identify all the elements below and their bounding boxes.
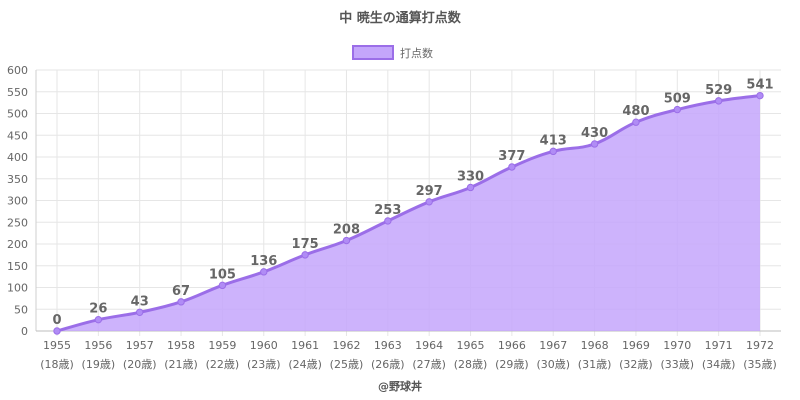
chart-title: 中 暁生の通算打点数 (339, 10, 462, 26)
y-tick-label: 150 (7, 260, 28, 273)
legend[interactable]: 打点数 (352, 45, 433, 60)
x-tick-sublabel: (26歳) (371, 358, 405, 371)
data-point[interactable] (384, 217, 392, 225)
x-tick-label: 1958 (167, 339, 195, 352)
x-tick-label: 1972 (746, 339, 774, 352)
data-label: 67 (172, 284, 190, 299)
x-tick-label: 1962 (332, 339, 360, 352)
x-tick-sublabel: (35歳) (743, 358, 777, 371)
x-tick-label: 1967 (539, 339, 567, 352)
y-tick-label: 100 (7, 282, 28, 295)
data-label: 541 (746, 78, 773, 93)
series-line (56, 94, 761, 333)
data-label: 297 (416, 184, 443, 199)
x-tick-label: 1965 (457, 339, 485, 352)
x-tick-label: 1956 (84, 339, 112, 352)
data-label: 330 (457, 169, 484, 184)
data-label: 413 (540, 133, 567, 148)
x-tick-sublabel: (29歳) (495, 358, 529, 371)
x-tick-sublabel: (19歳) (82, 358, 116, 371)
x-tick-label: 1964 (415, 339, 443, 352)
data-point[interactable] (756, 91, 764, 100)
x-tick-sublabel: (27歳) (412, 358, 446, 371)
y-tick-label: 550 (7, 86, 28, 99)
data-label: 509 (664, 92, 691, 107)
plot-area (53, 91, 764, 335)
data-label: 529 (705, 83, 732, 98)
data-point[interactable] (260, 268, 268, 276)
y-tick-label: 200 (7, 238, 28, 251)
x-tick-sublabel: (21歳) (164, 358, 198, 371)
data-label: 253 (374, 203, 401, 218)
y-tick-label: 0 (21, 325, 28, 338)
data-label: 480 (622, 104, 649, 119)
x-tick-sublabel: (34歳) (702, 358, 736, 371)
data-label: 136 (250, 254, 277, 269)
data-point[interactable] (53, 327, 61, 335)
data-label: 208 (333, 223, 360, 238)
x-tick-sublabel: (24歳) (288, 358, 322, 371)
data-point[interactable] (94, 315, 103, 324)
x-tick-label: 1955 (43, 339, 71, 352)
data-point[interactable] (425, 198, 433, 206)
data-point[interactable] (177, 298, 185, 306)
data-point[interactable] (342, 236, 351, 245)
x-tick-label: 1970 (663, 339, 691, 352)
x-tick-sublabel: (25歳) (330, 358, 364, 371)
x-tick-sublabel: (30歳) (536, 358, 570, 371)
legend-swatch (352, 45, 394, 60)
x-tick-label: 1960 (250, 339, 278, 352)
data-label: 43 (131, 294, 149, 309)
data-point[interactable] (136, 308, 144, 316)
data-point[interactable] (632, 118, 640, 126)
y-tick-label: 450 (7, 129, 28, 142)
x-tick-sublabel: (20歳) (123, 358, 157, 371)
y-tick-label: 500 (7, 108, 28, 121)
x-tick-sublabel: (32歳) (619, 358, 653, 371)
y-tick-label: 600 (7, 64, 28, 77)
y-tick-label: 300 (7, 195, 28, 208)
x-tick-sublabel: (28歳) (454, 358, 488, 371)
x-tick-label: 1969 (622, 339, 650, 352)
area-fill (57, 95, 760, 331)
data-point[interactable] (714, 97, 723, 105)
legend-label: 打点数 (400, 46, 433, 60)
x-tick-label: 1966 (498, 339, 526, 352)
data-point[interactable] (301, 251, 309, 259)
data-point[interactable] (218, 281, 227, 290)
x-tick-label: 1959 (208, 339, 236, 352)
data-label: 0 (52, 313, 61, 328)
x-tick-sublabel: (31歳) (578, 358, 612, 371)
x-tick-label: 1961 (291, 339, 319, 352)
x-tick-label: 1968 (581, 339, 609, 352)
y-tick-label: 50 (14, 303, 28, 316)
y-axis: 0 50 100 150 200 250 300 350 400 450 500 550 600 (7, 64, 28, 338)
x-tick-sublabel: (22歳) (206, 358, 240, 371)
data-point[interactable] (590, 140, 599, 148)
x-tick-sublabel: (33歳) (660, 358, 694, 371)
data-label: 430 (581, 126, 608, 141)
y-tick-label: 250 (7, 216, 28, 229)
x-tick-label: 1957 (126, 339, 154, 352)
x-tick-sublabel: (18歳) (40, 358, 74, 371)
data-point[interactable] (673, 105, 681, 114)
data-point[interactable] (549, 147, 557, 156)
x-tick-label: 1971 (705, 339, 733, 352)
data-labels: 0 26 43 67 105 136 175 208 253 297 330 377 413 430 480… (52, 78, 773, 328)
data-point[interactable] (508, 163, 516, 171)
data-label: 377 (498, 149, 525, 164)
x-tick-label: 1963 (374, 339, 402, 352)
y-tick-label: 400 (7, 151, 28, 164)
x-axis: 1955 (18歳) 1956 (19歳) 1957 (20歳) 1958 (21歳) 1959… (40, 339, 777, 371)
data-label: 105 (209, 267, 236, 282)
data-label: 175 (292, 237, 319, 252)
credit-text: @野球丼 (378, 379, 422, 393)
x-tick-sublabel: (23歳) (247, 358, 281, 371)
data-point[interactable] (466, 183, 475, 192)
y-tick-label: 350 (7, 173, 28, 186)
data-label: 26 (89, 302, 107, 317)
